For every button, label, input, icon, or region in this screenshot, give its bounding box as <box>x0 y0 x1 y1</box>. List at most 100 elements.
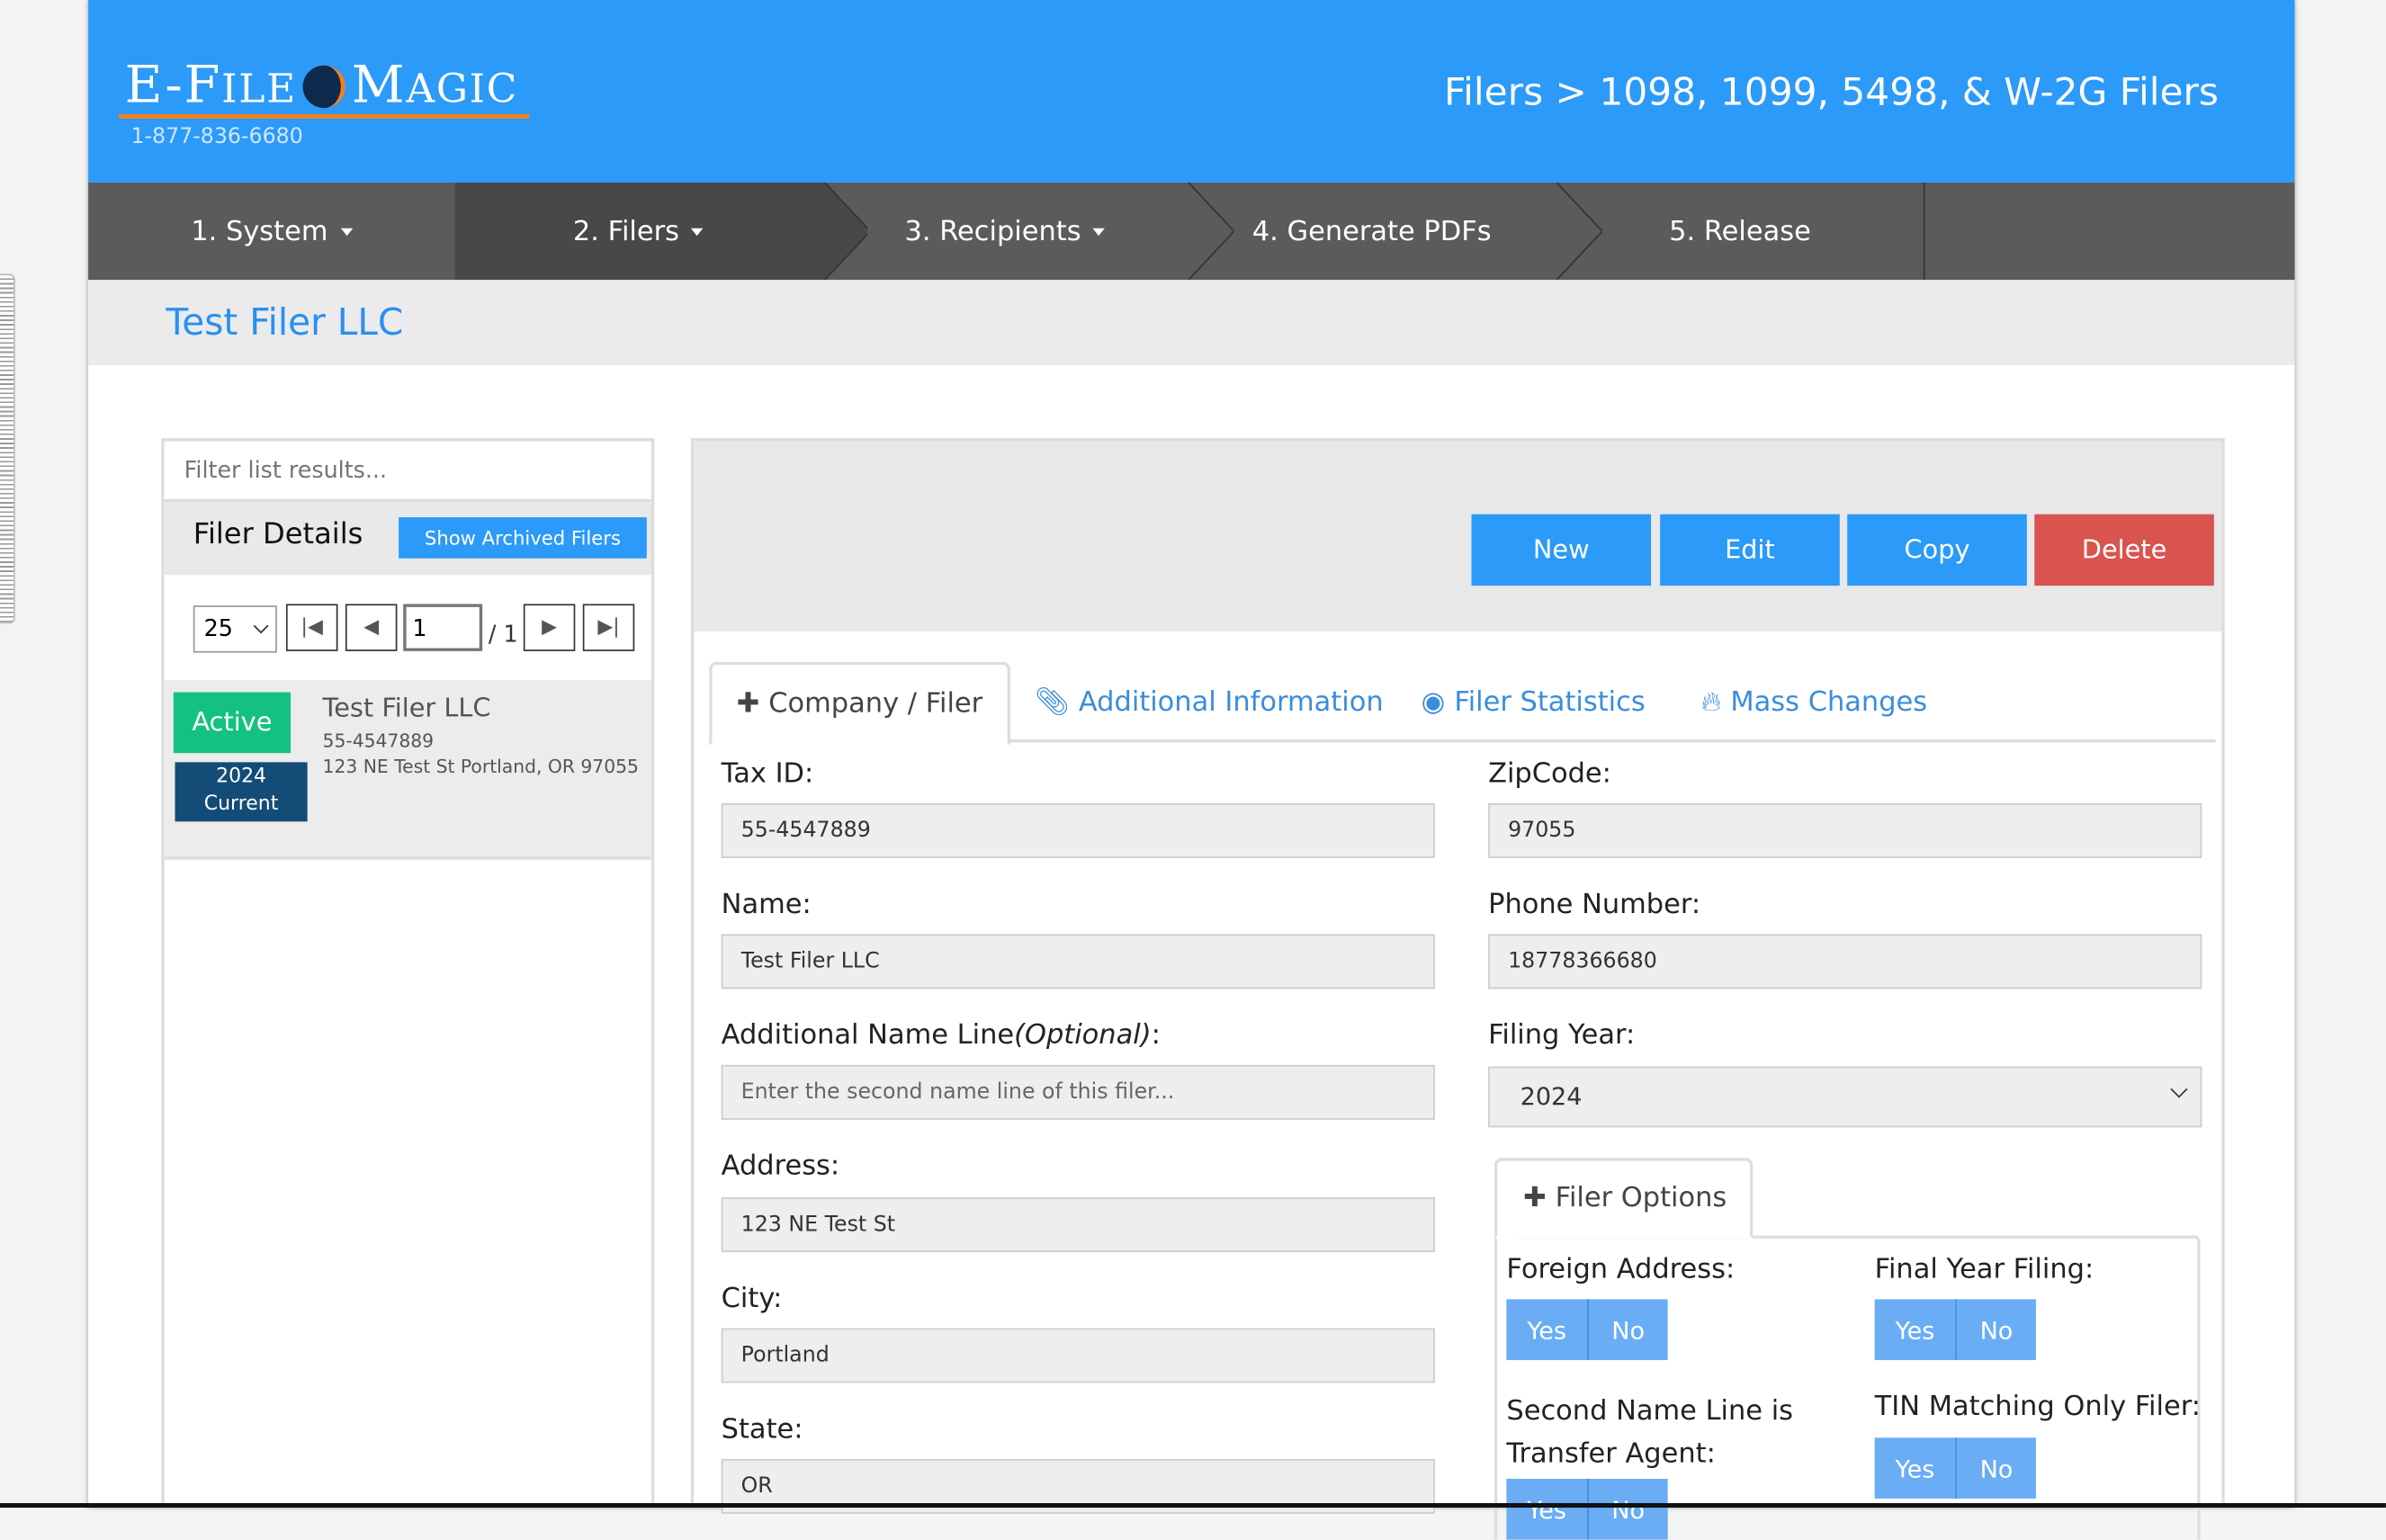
last-page-button[interactable]: ▶| <box>582 604 635 651</box>
copy-button[interactable]: Copy <box>1847 514 2027 586</box>
next-page-icon: ▶ <box>542 615 558 640</box>
additional-name-label: Additional Name Line(Optional): <box>722 1019 1161 1052</box>
transfer-agent-label: Second Name Line is Transfer Agent: <box>1506 1391 1793 1476</box>
prev-page-button[interactable]: ◀ <box>345 604 398 651</box>
caret-down-icon <box>691 227 704 236</box>
prev-page-icon: ◀ <box>363 615 380 640</box>
edit-button[interactable]: Edit <box>1660 514 1840 586</box>
fire-icon: 🔥︎ <box>1700 685 1722 719</box>
caret-down-icon <box>1093 227 1106 236</box>
chevron-down-icon <box>253 618 269 634</box>
label-line: Second Name Line is <box>1506 1394 1794 1428</box>
tab-label: Mass Changes <box>1730 685 1928 719</box>
tab-mass-changes[interactable]: 🔥︎ Mass Changes <box>1701 662 1927 743</box>
no-button[interactable]: No <box>1955 1299 2036 1361</box>
wizard-nav: 1. System 2. Filers 3. Recipients 4. Gen… <box>88 182 2295 281</box>
page-count: / 1 <box>488 621 518 649</box>
nav-label: 5. Release <box>1669 215 1811 247</box>
tab-company-filer[interactable]: ✚ Company / Filer <box>709 661 1010 746</box>
state-label: State: <box>721 1413 803 1446</box>
tin-matching-label: TIN Matching Only Filer: <box>1874 1390 2201 1423</box>
address-label: Address: <box>721 1150 840 1183</box>
nav-separator-arrow <box>1188 182 1234 281</box>
nav-release[interactable]: 5. Release <box>1556 183 1924 280</box>
page-number-input[interactable] <box>403 604 483 651</box>
window-resize-handle[interactable] <box>0 273 15 624</box>
no-button[interactable]: No <box>1587 1478 1668 1540</box>
filer-address: 123 NE Test St Portland, OR 97055 <box>322 756 639 778</box>
nav-label: 3. Recipients <box>904 215 1081 247</box>
tab-label: Filer Statistics <box>1454 685 1646 719</box>
phone-input[interactable] <box>1488 934 2202 989</box>
transfer-agent-toggle: Yes No <box>1506 1478 1668 1540</box>
plus-icon: ✚ <box>736 687 760 720</box>
tab-filer-statistics[interactable]: ◉ Filer Statistics <box>1422 662 1646 743</box>
phone-label: Phone Number: <box>1488 888 1701 921</box>
subheader: Test Filer LLC <box>88 280 2295 365</box>
filer-list-panel: Filer Details Show Archived Filers 25 |◀… <box>161 438 655 1509</box>
chevron-down-icon <box>2170 1080 2188 1098</box>
city-label: City: <box>721 1282 783 1315</box>
foreign-address-label: Foreign Address: <box>1506 1253 1736 1286</box>
no-button[interactable]: No <box>1587 1299 1668 1361</box>
nav-label: 4. Generate PDFs <box>1251 215 1492 247</box>
first-page-button[interactable]: |◀ <box>285 604 338 651</box>
label-line: Transfer Agent: <box>1506 1437 1716 1470</box>
filter-input[interactable] <box>164 441 651 503</box>
page-breadcrumb: Filers > 1098, 1099, 5498, & W-2G Filers <box>1443 69 2219 114</box>
tab-label: Additional Information <box>1078 685 1384 719</box>
city-input[interactable] <box>721 1328 1435 1383</box>
nav-generate-pdfs[interactable]: 4. Generate PDFs <box>1189 183 1556 280</box>
filer-name: Test Filer LLC <box>322 694 491 725</box>
foreign-address-toggle: Yes No <box>1506 1299 1668 1361</box>
next-page-button[interactable]: ▶ <box>523 604 576 651</box>
logo[interactable]: E-FILE MAGIC <box>124 54 519 116</box>
yes-button[interactable]: Yes <box>1506 1478 1588 1540</box>
year-value: 2024 <box>216 765 267 789</box>
tax-id-input[interactable] <box>721 803 1435 858</box>
eye-icon: ◉ <box>1421 685 1446 719</box>
page-size-select[interactable]: 25 <box>193 605 277 653</box>
filer-details-title: Filer Details <box>193 517 363 551</box>
zipcode-input[interactable] <box>1488 803 2202 858</box>
no-button[interactable]: No <box>1955 1437 2036 1499</box>
additional-name-input[interactable] <box>721 1064 1435 1120</box>
year-label: Current <box>203 792 279 816</box>
nav-label: 2. Filers <box>572 215 679 247</box>
filer-title: Test Filer LLC <box>166 300 404 345</box>
name-input[interactable] <box>721 934 1435 989</box>
filer-details-bar: Filer Details Show Archived Filers <box>164 502 651 576</box>
nav-label: 1. System <box>191 215 328 247</box>
filing-year-select[interactable]: 2024 <box>1488 1066 2202 1128</box>
new-button[interactable]: New <box>1471 514 1652 586</box>
delete-button[interactable]: Delete <box>2034 514 2214 586</box>
show-archived-filers-button[interactable]: Show Archived Filers <box>399 517 647 559</box>
address-input[interactable] <box>721 1197 1435 1252</box>
filer-form-panel: New Edit Copy Delete ✚ Company / Filer 📎︎… <box>690 438 2225 1540</box>
nav-system[interactable]: 1. System <box>88 183 455 280</box>
status-badge: Active <box>173 692 292 754</box>
nav-separator-arrow <box>821 182 868 281</box>
filer-list-item[interactable]: Active 2024 Current Test Filer LLC 55-454… <box>164 680 651 860</box>
tab-label: Company / Filer <box>768 687 983 720</box>
nav-divider <box>1923 182 1925 281</box>
pagination: 25 |◀ ◀ / 1 ▶ ▶| <box>164 575 651 681</box>
tab-label: Filer Options <box>1555 1182 1727 1214</box>
tab-bar: ✚ Company / Filer 📎︎ Additional Informatio… <box>709 661 2216 746</box>
nav-recipients[interactable]: 3. Recipients <box>821 183 1189 280</box>
yes-button[interactable]: Yes <box>1874 1437 1956 1499</box>
label-text: Additional Name Line <box>721 1019 1015 1052</box>
name-label: Name: <box>721 888 812 921</box>
yes-button[interactable]: Yes <box>1506 1299 1588 1361</box>
filing-year-label: Filing Year: <box>1488 1019 1636 1052</box>
filing-year-value: 2024 <box>1520 1081 1583 1111</box>
tab-filer-options[interactable]: ✚ Filer Options <box>1493 1158 1754 1239</box>
label-colon: : <box>1151 1019 1161 1052</box>
nav-filers[interactable]: 2. Filers <box>454 182 822 281</box>
paperclip-icon: 📎︎ <box>1035 685 1070 719</box>
app-window: E-FILE MAGIC 1-877-836-6680 Filers > 1098… <box>88 0 2295 1540</box>
nav-separator-arrow <box>1556 182 1602 281</box>
yes-button[interactable]: Yes <box>1874 1299 1956 1361</box>
tab-additional-information[interactable]: 📎︎ Additional Information <box>1035 662 1384 743</box>
